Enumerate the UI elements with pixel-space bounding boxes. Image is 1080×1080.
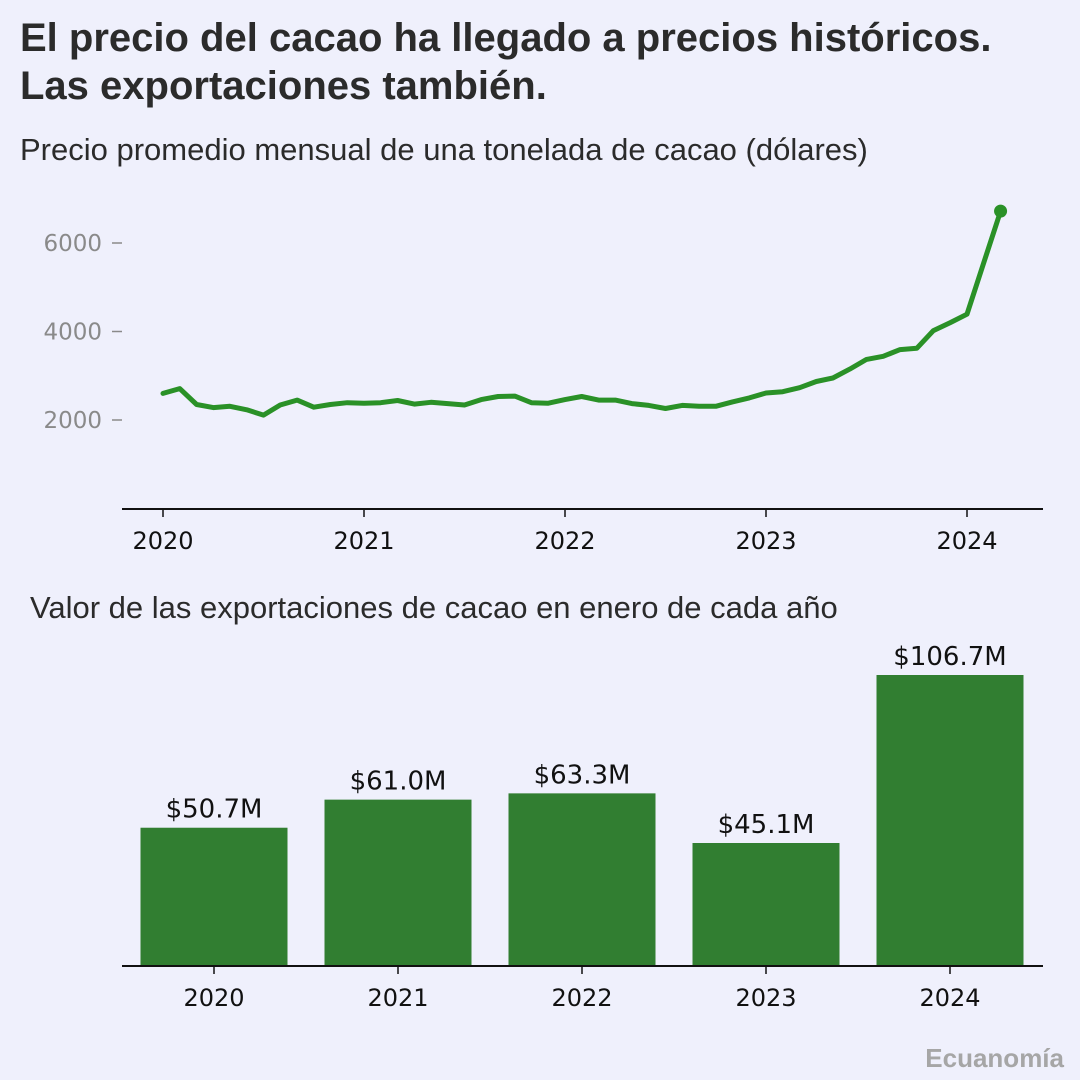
x-tick-label: 2024: [936, 527, 997, 555]
bar-value-label: $50.7M: [166, 795, 263, 825]
x-tick-label: 2020: [183, 984, 244, 1012]
x-tick-label: 2020: [132, 527, 193, 555]
export-bar: [692, 843, 840, 966]
x-tick-label: 2023: [735, 527, 796, 555]
x-tick-label: 2022: [551, 984, 612, 1012]
x-tick-label: 2021: [333, 527, 394, 555]
bar-value-label: $106.7M: [893, 642, 1006, 672]
bar-value-label: $63.3M: [534, 760, 631, 790]
x-tick-label: 2023: [735, 984, 796, 1012]
bar-value-label: $61.0M: [350, 767, 447, 797]
export-bar: [140, 827, 288, 966]
price-chart-subtitle: Precio promedio mensual de una tonelada …: [20, 132, 868, 167]
x-tick-label: 2021: [367, 984, 428, 1012]
latest-price-marker: [994, 204, 1008, 218]
chart-title: El precio del cacao ha llegado a precios…: [20, 16, 992, 108]
x-tick-label: 2024: [919, 984, 980, 1012]
bar-value-label: $45.1M: [718, 810, 815, 840]
source-credit: Ecuanomía: [925, 1043, 1064, 1073]
y-tick-label: 2000: [43, 408, 102, 434]
price-series-line: [160, 208, 1004, 418]
x-tick-label: 2022: [534, 527, 595, 555]
exports-bar-chart: $50.7M $61.0M $63.3M $45.1M $106.7M 2020 2021…: [122, 642, 1043, 1012]
y-tick-label: 4000: [43, 320, 102, 346]
exports-chart-subtitle: Valor de las exportaciones de cacao en e…: [30, 590, 838, 625]
price-line-chart: 2020 2021 2022 2023 2024 2000 4000 6000: [43, 204, 1043, 555]
export-bar: [508, 793, 656, 966]
export-bar: [324, 799, 472, 966]
y-tick-label: 6000: [43, 231, 102, 257]
export-bar: [876, 675, 1024, 966]
